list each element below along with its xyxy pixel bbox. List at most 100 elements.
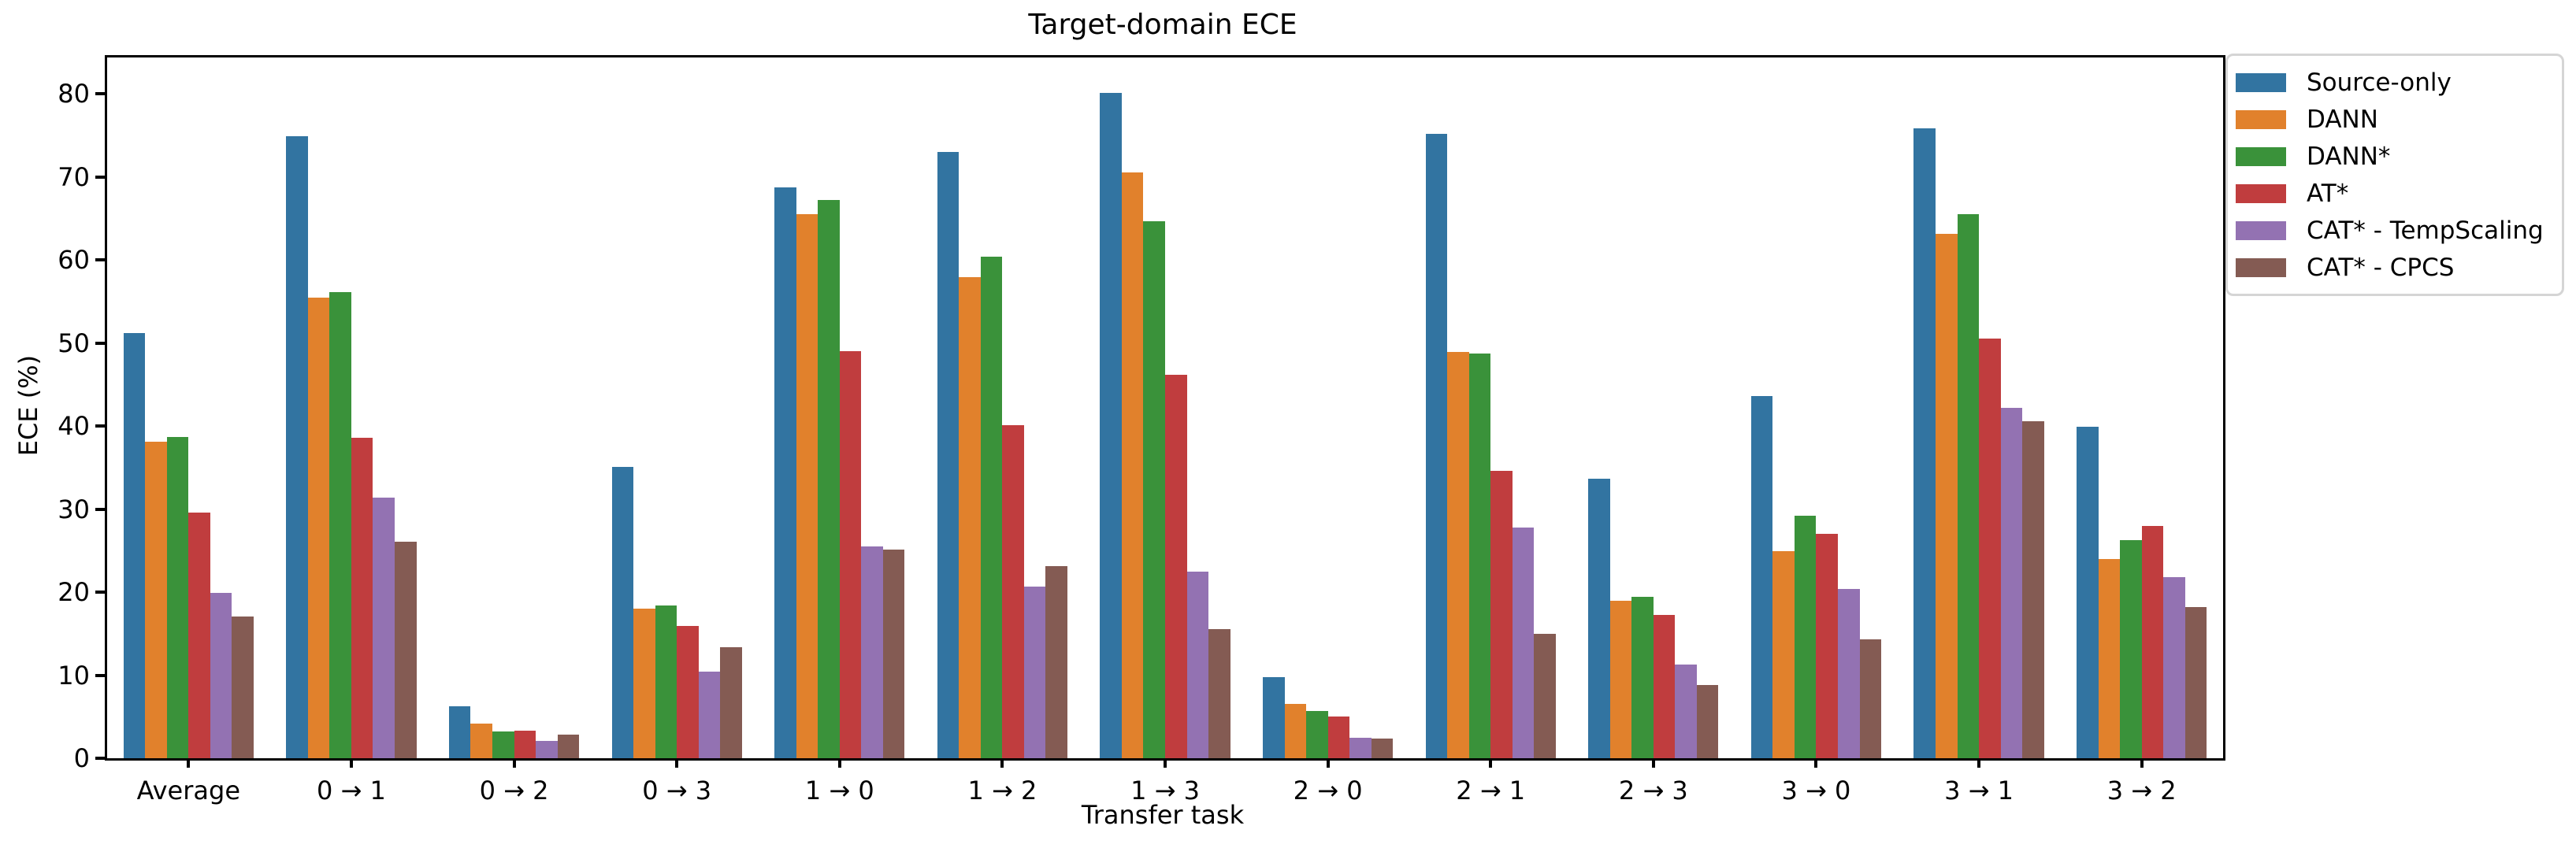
bar-DANN-2 → 3 (1609, 600, 1632, 758)
y-tick-label: 80 (58, 79, 90, 109)
bar-DANN*-3 → 2 (2120, 539, 2142, 758)
bar-DANN*-0 → 2 (492, 731, 514, 758)
bar-CAT* - TempScaling-2 → 3 (1675, 664, 1697, 758)
x-tick-mark (1489, 758, 1493, 768)
legend-swatch-icon (2236, 257, 2286, 277)
x-tick-label: 1 → 3 (1130, 776, 1200, 805)
bar-CAT* - TempScaling-0 → 2 (536, 740, 558, 758)
bar-CAT* - CPCS-2 → 0 (1371, 738, 1394, 758)
y-tick-label: 20 (58, 577, 90, 608)
x-tick-label: 1 → 0 (804, 776, 874, 805)
legend-swatch-icon (2236, 109, 2286, 129)
bar-CAT* - CPCS-0 → 2 (557, 735, 580, 758)
x-tick-mark (1326, 758, 1330, 768)
bar-CAT* - CPCS-3 → 0 (1859, 639, 1882, 758)
y-tick-mark (95, 258, 105, 262)
bar-DANN*-0 → 1 (329, 292, 351, 758)
bar-DANN-0 → 3 (633, 609, 655, 758)
bar-AT*-1 → 0 (839, 351, 862, 758)
bar-CAT* - CPCS-Average (232, 616, 254, 758)
bar-AT*-1 → 3 (1165, 374, 1187, 758)
x-tick-mark (1814, 758, 1818, 768)
y-tick-label: 0 (73, 743, 90, 773)
legend-row: CAT* - CPCS (2236, 249, 2552, 286)
bar-Source-only-2 → 1 (1425, 134, 1448, 758)
y-tick-mark (95, 92, 105, 96)
bar-DANN-3 → 1 (1935, 233, 1958, 758)
bar-CAT* - CPCS-1 → 2 (1045, 566, 1068, 758)
x-tick-label: 3 → 0 (1781, 776, 1851, 805)
legend-row: AT* (2236, 175, 2552, 212)
bar-DANN-3 → 0 (1772, 551, 1795, 758)
bar-CAT* - TempScaling-2 → 0 (1349, 737, 1372, 758)
legend-label: AT* (2307, 179, 2349, 208)
legend-row: Source-only (2236, 64, 2552, 101)
x-tick-label: 2 → 0 (1293, 776, 1363, 805)
bar-DANN*-0 → 3 (655, 605, 677, 758)
y-tick-mark (95, 757, 105, 760)
bar-AT*-3 → 0 (1816, 534, 1838, 758)
y-tick-label: 50 (58, 328, 90, 358)
y-tick-mark (95, 175, 105, 179)
bar-DANN-Average (145, 442, 167, 758)
bar-DANN*-1 → 0 (818, 200, 840, 758)
y-axis-label: ECE (%) (13, 354, 43, 457)
x-tick-mark (187, 758, 191, 768)
y-tick-mark (95, 341, 105, 345)
x-tick-mark (349, 758, 353, 768)
x-tick-label: 0 → 2 (479, 776, 549, 805)
bar-Source-only-1 → 3 (1100, 93, 1122, 758)
bar-CAT* - TempScaling-2 → 1 (1512, 527, 1535, 758)
legend-label: CAT* - TempScaling (2307, 216, 2544, 245)
x-tick-label: Average (136, 776, 240, 805)
bar-DANN*-1 → 3 (1143, 220, 1165, 758)
x-tick-mark (1977, 758, 1981, 768)
legend-label: CAT* - CPCS (2307, 253, 2455, 282)
bar-DANN*-1 → 2 (980, 257, 1003, 758)
bar-DANN-2 → 0 (1284, 704, 1307, 758)
legend-row: DANN (2236, 101, 2552, 138)
bar-DANN-3 → 2 (2098, 558, 2121, 758)
bar-DANN-1 → 2 (959, 277, 981, 758)
bar-CAT* - TempScaling-1 → 2 (1023, 586, 1046, 758)
bar-AT*-3 → 2 (2141, 525, 2164, 758)
bar-CAT* - CPCS-0 → 1 (395, 541, 417, 758)
x-tick-mark (837, 758, 841, 768)
plot-area: 0 10 20 30 40 50 60 70 80 Average 0 → 1 0 → 2 0 → 3 1… (58, 55, 2225, 805)
bar-Source-only-1 → 0 (774, 187, 796, 758)
bar-DANN-1 → 0 (796, 214, 818, 758)
bar-Source-only-3 → 0 (1750, 396, 1773, 758)
legend-row: DANN* (2236, 138, 2552, 175)
bar-AT*-2 → 0 (1327, 717, 1350, 758)
x-tick-label: 0 → 1 (316, 776, 386, 805)
bar-CAT* - CPCS-1 → 0 (882, 550, 905, 758)
y-tick-label: 10 (58, 660, 90, 691)
bar-CAT* - TempScaling-1 → 3 (1186, 571, 1209, 758)
y-tick-mark (95, 507, 105, 511)
bar-DANN-0 → 1 (307, 297, 330, 758)
x-tick-label: 2 → 1 (1456, 776, 1526, 805)
bar-DANN*-2 → 0 (1306, 710, 1328, 758)
legend-swatch-icon (2236, 72, 2286, 92)
legend-swatch-icon (2236, 220, 2286, 240)
bar-AT*-2 → 3 (1653, 614, 1676, 758)
y-tick-label: 70 (58, 161, 90, 192)
x-tick-label: 3 → 1 (1944, 776, 2014, 805)
bar-Source-only-0 → 1 (286, 136, 308, 758)
bar-DANN-2 → 1 (1447, 352, 1469, 758)
bar-CAT* - TempScaling-0 → 1 (373, 497, 395, 758)
bar-DANN*-3 → 1 (1957, 214, 1980, 758)
bar-CAT* - CPCS-2 → 3 (1696, 685, 1719, 758)
bar-Source-only-3 → 1 (1913, 128, 1936, 758)
bar-AT*-0 → 1 (351, 437, 373, 758)
bar-AT*-0 → 2 (514, 731, 536, 758)
bar-CAT* - CPCS-3 → 2 (2184, 607, 2207, 758)
legend-label: DANN* (2307, 142, 2391, 171)
bar-Source-only-3 → 2 (2077, 427, 2099, 758)
x-tick-label: 3 → 2 (2106, 776, 2177, 805)
bar-CAT* - TempScaling-3 → 1 (2000, 408, 2023, 758)
legend-swatch-icon (2236, 146, 2286, 166)
bar-Source-only-1 → 2 (937, 152, 960, 758)
y-tick-label: 60 (58, 245, 90, 276)
